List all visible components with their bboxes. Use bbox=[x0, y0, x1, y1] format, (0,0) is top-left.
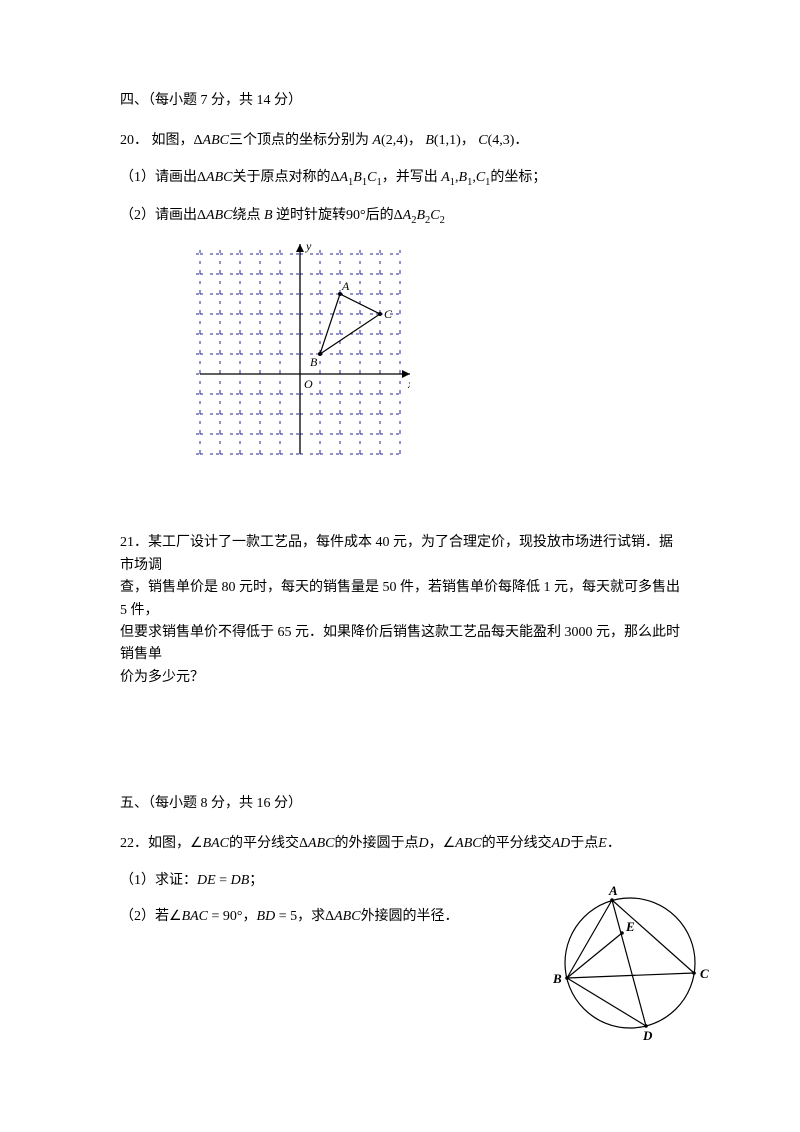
section-5-header: 五、（每小题 8 分，共 16 分） bbox=[120, 793, 680, 815]
question-21: 21．某工厂设计了一款工艺品，每件成本 40 元，为了合理定价，现投放市场进行试… bbox=[120, 532, 680, 689]
question-22: 22．如图，∠BAC的平分线交ΔABC的外接圆于点D，∠ABC的平分线交AD于点… bbox=[120, 833, 680, 928]
circle-svg: A B C D E bbox=[550, 883, 710, 1053]
q20-part1: （1）请画出ΔABC关于原点对称的ΔA1B1C1，并写出 A1,B1,C1的坐标… bbox=[120, 167, 680, 192]
svg-text:y: y bbox=[305, 244, 312, 253]
q22-stem-line: 22．如图，∠BAC的平分线交ΔABC的外接圆于点D，∠ABC的平分线交AD于点… bbox=[120, 833, 680, 855]
q22-number: 22． bbox=[120, 836, 148, 851]
exam-page: 四、（每小题 7 分，共 14 分） 20． 如图，ΔABC三个顶点的坐标分别为… bbox=[0, 0, 800, 1132]
q20-number: 20． bbox=[120, 133, 148, 148]
q21-number: 21． bbox=[120, 535, 148, 550]
q21-line1: 查，销售单价是 80 元时，每天的销售量是 50 件，若销售单价每降低 1 元，… bbox=[120, 580, 680, 617]
svg-text:B: B bbox=[552, 971, 562, 986]
q20-part2: （2）请画出ΔABC绕点 B 逆时针旋转90°后的ΔA2B2C2 bbox=[120, 205, 680, 230]
svg-text:x: x bbox=[407, 377, 410, 391]
svg-text:A: A bbox=[608, 883, 618, 898]
svg-text:B: B bbox=[310, 355, 318, 369]
svg-text:O: O bbox=[304, 377, 313, 391]
svg-text:C: C bbox=[700, 966, 709, 981]
q21-line3: 价为多少元？ bbox=[120, 670, 204, 685]
svg-text:E: E bbox=[625, 919, 635, 934]
coordinate-grid-figure: A B C Ox y bbox=[190, 244, 680, 472]
svg-text:A: A bbox=[341, 279, 350, 293]
section-4-header: 四、（每小题 7 分，共 14 分） bbox=[120, 90, 680, 112]
q21-line0: 某工厂设计了一款工艺品，每件成本 40 元，为了合理定价，现投放市场进行试销．据… bbox=[120, 535, 673, 572]
q21-line2: 但要求销售单价不得低于 65 元．如果降价后销售这款工艺品每天能盈利 3000 … bbox=[120, 625, 680, 662]
svg-text:C: C bbox=[384, 307, 393, 321]
blank-answer-space bbox=[120, 703, 680, 793]
svg-text:D: D bbox=[642, 1028, 653, 1043]
circumscribed-circle-figure: A B C D E bbox=[550, 883, 710, 1061]
question-20: 20． 如图，ΔABC三个顶点的坐标分别为 A(2,4)， B(1,1)， C(… bbox=[120, 130, 680, 152]
q20-stem: 如图，ΔABC三个顶点的坐标分别为 A(2,4)， B(1,1)， C(4,3)… bbox=[148, 133, 528, 148]
grid-svg: A B C Ox y bbox=[190, 244, 410, 464]
